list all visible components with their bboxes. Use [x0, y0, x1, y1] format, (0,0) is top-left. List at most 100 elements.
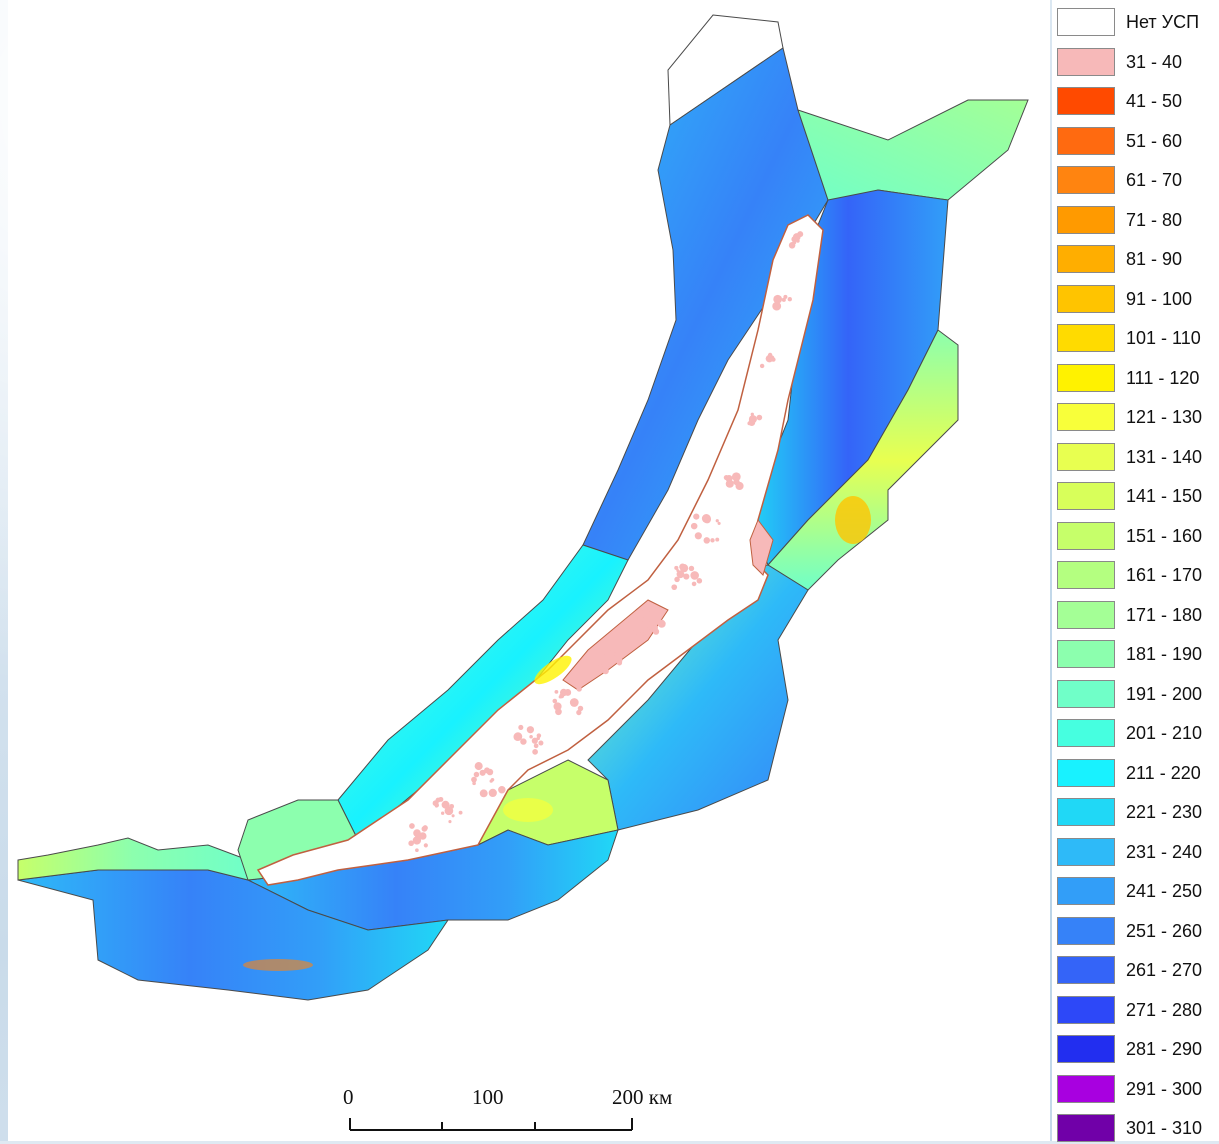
island-speckle [688, 565, 695, 572]
legend-label: 91 - 100 [1126, 288, 1193, 309]
island-speckle [458, 810, 463, 815]
island-speckle [607, 653, 611, 657]
legend-label: 101 - 110 [1126, 328, 1201, 348]
legend-swatch [1057, 324, 1115, 352]
legend-item: 251 - 260 [1057, 916, 1217, 947]
island-speckle [632, 613, 639, 620]
legend-item: 101 - 110 [1057, 324, 1217, 354]
island-speckle [474, 762, 483, 771]
island-speckle [710, 538, 715, 543]
island-speckle [715, 519, 719, 523]
legend-label: 251 - 260 [1126, 920, 1203, 941]
legend-item: 281 - 290 [1057, 1035, 1217, 1065]
legend-swatch [1057, 1114, 1115, 1142]
hotspot-east [835, 496, 871, 544]
legend-label: Нет УСП [1126, 12, 1200, 32]
island-speckle [569, 698, 579, 707]
island-speckle [715, 537, 720, 542]
legend-swatch [1057, 245, 1115, 273]
usp-map[interactable] [8, 0, 1050, 1141]
island-speckle [690, 522, 698, 530]
island-speckle [440, 811, 445, 815]
west-strip-region [17, 837, 249, 881]
island-speckle [498, 786, 506, 794]
island-speckle [659, 622, 664, 627]
legend-item: 301 - 310 [1057, 1114, 1217, 1144]
island-speckle [486, 768, 494, 776]
legend-item: 81 - 90 [1057, 245, 1217, 275]
legend-item: 71 - 80 [1057, 205, 1217, 236]
island-speckle [679, 563, 686, 571]
island-speckle [435, 803, 439, 807]
legend-label: 71 - 80 [1126, 209, 1183, 230]
scale-label-0: 0 [343, 1085, 354, 1109]
legend-swatch [1057, 166, 1115, 194]
legend-swatch [1057, 205, 1115, 234]
legend-swatch [1057, 47, 1115, 76]
island-speckle [479, 789, 488, 798]
island-speckle [538, 740, 544, 746]
legend-swatch [1057, 442, 1115, 471]
island-speckle [533, 743, 539, 749]
legend-label: 241 - 250 [1126, 881, 1203, 901]
legend-label: 121 - 130 [1126, 407, 1203, 427]
island-speckle [451, 814, 455, 818]
island-speckle [472, 781, 476, 786]
legend-label: 281 - 290 [1126, 1039, 1203, 1059]
legend-swatch [1057, 719, 1115, 747]
legend-item: 31 - 40 [1057, 47, 1217, 78]
island-speckle [787, 297, 792, 302]
legend-label: 301 - 310 [1126, 1118, 1203, 1138]
island-speckle [513, 732, 523, 741]
legend-label: 221 - 230 [1126, 802, 1203, 822]
island-speckle [610, 648, 616, 653]
island-speckle [676, 570, 685, 579]
legend-swatch [1057, 798, 1115, 826]
island-speckle [536, 733, 542, 738]
scale-label-200: 200 км [612, 1085, 673, 1109]
legend-item: 131 - 140 [1057, 442, 1217, 473]
island-speckle [526, 726, 535, 734]
legend-item: 161 - 170 [1057, 561, 1217, 591]
island-speckle [532, 749, 538, 755]
island-speckle [422, 833, 426, 837]
legend-item: 211 - 220 [1057, 758, 1217, 789]
legend-item: 261 - 270 [1057, 956, 1217, 986]
legend-item: 111 - 120 [1057, 363, 1217, 394]
island-speckle [703, 537, 711, 544]
legend-swatch [1057, 482, 1115, 510]
legend-label: 181 - 190 [1126, 644, 1203, 664]
legend-item: 51 - 60 [1057, 126, 1217, 157]
island-speckle [435, 797, 441, 803]
island-speckle [415, 848, 419, 853]
hotspot-south-range [243, 959, 313, 971]
legend-label: 81 - 90 [1126, 249, 1183, 269]
legend-swatch [1057, 284, 1115, 313]
scale-bar [349, 1118, 633, 1131]
legend-swatch [1057, 956, 1115, 984]
island-speckle [552, 698, 558, 704]
island-speckle [683, 573, 690, 580]
legend-swatch [1057, 600, 1115, 629]
island-speckle [750, 416, 755, 422]
legend-swatch [1057, 1074, 1115, 1103]
island-speckle [576, 709, 582, 716]
legend-label: 261 - 270 [1126, 960, 1203, 980]
legend-label: 41 - 50 [1126, 91, 1183, 111]
legend-label: 201 - 210 [1126, 723, 1203, 743]
island-speckle [642, 627, 651, 635]
legend-label: 111 - 120 [1126, 367, 1200, 388]
legend-label: 191 - 200 [1126, 683, 1203, 704]
legend-item: 151 - 160 [1057, 521, 1217, 552]
legend-label: 151 - 160 [1126, 525, 1203, 546]
legend-label: 51 - 60 [1126, 130, 1183, 151]
island-speckle [611, 655, 618, 662]
island-speckle [652, 624, 659, 631]
island-speckle [441, 800, 450, 809]
legend-swatch [1057, 916, 1115, 945]
legend-swatch [1057, 126, 1115, 155]
legend-label: 211 - 220 [1126, 762, 1201, 783]
island-speckle [646, 621, 653, 627]
island-speckle [564, 689, 572, 696]
island-speckle [731, 472, 741, 482]
